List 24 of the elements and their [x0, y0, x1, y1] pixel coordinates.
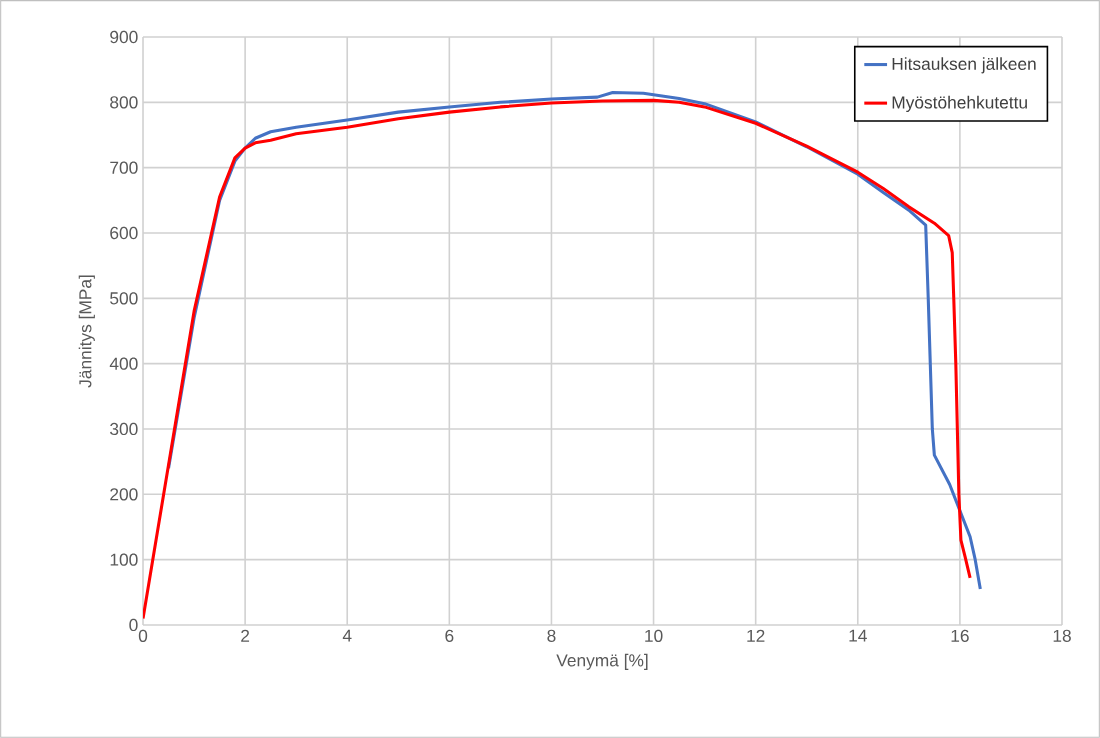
y-tick-label: 900 — [110, 30, 138, 44]
x-tick-label: 6 — [445, 629, 454, 642]
y-tick-label: 500 — [110, 292, 138, 305]
y-tick-label: 400 — [109, 357, 138, 370]
x-tick-label: 16 — [951, 629, 969, 642]
legend-label: Hitsauksen jälkeen — [892, 57, 1036, 74]
x-tick-label: 4 — [342, 629, 352, 642]
y-tick-label: 100 — [110, 553, 138, 566]
x-tick-label: 18 — [1053, 629, 1071, 642]
x-axis-title: Venymä [%] — [556, 653, 648, 670]
y-axis-title: Jännitys [MPa] — [78, 275, 95, 388]
y-tick-label: 700 — [110, 161, 138, 174]
x-tick-label: 14 — [849, 629, 867, 642]
x-tick-label: 8 — [547, 629, 556, 642]
y-tick-label: 600 — [110, 226, 138, 240]
y-tick-label: 0 — [129, 618, 138, 632]
y-tick-label: 800 — [110, 96, 138, 109]
y-tick-label: 300 — [110, 422, 138, 436]
y-tick-label: 200 — [110, 488, 138, 501]
x-tick-label: 0 — [138, 629, 148, 642]
x-tick-label: 10 — [645, 629, 663, 642]
x-tick-label: 12 — [747, 629, 765, 642]
x-tick-label: 2 — [241, 629, 250, 642]
legend-label: Myöstöhehkutettu — [892, 95, 1027, 112]
